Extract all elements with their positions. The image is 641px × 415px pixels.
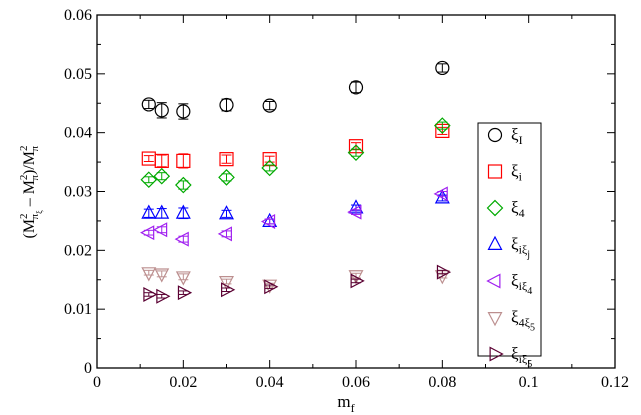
y-tick-label: 0.01 <box>64 301 92 318</box>
series-6 <box>141 267 450 294</box>
data-point <box>218 169 235 186</box>
data-point <box>152 222 168 238</box>
data-point <box>177 285 193 301</box>
data-point <box>347 204 362 220</box>
data-point <box>350 273 365 289</box>
legend-label: ξ4ξ5 <box>511 308 535 334</box>
data-point <box>156 288 171 304</box>
series-1 <box>141 60 450 120</box>
data-point <box>143 286 158 302</box>
y-tick-label: 0.04 <box>64 125 92 142</box>
series-5 <box>140 186 448 247</box>
data-point <box>264 279 279 295</box>
data-point <box>141 267 157 282</box>
legend-label: ξi <box>511 162 523 184</box>
legend-marker <box>487 127 503 143</box>
legend-marker <box>487 312 503 327</box>
data-point <box>219 276 234 291</box>
data-point <box>262 279 278 294</box>
data-point <box>261 159 278 177</box>
data-point <box>140 225 155 241</box>
data-point <box>154 103 169 118</box>
legend-label: ξ4 <box>511 198 525 220</box>
data-point <box>176 104 191 119</box>
data-point <box>347 144 365 161</box>
data-point <box>217 226 232 242</box>
series-4 <box>141 189 450 227</box>
y-tick-label: 0 <box>84 360 92 377</box>
y-tick-label: 0.02 <box>64 242 92 259</box>
data-point <box>153 167 171 185</box>
data-point <box>140 171 158 189</box>
data-point <box>262 98 277 113</box>
y-axis-label: (M2πξ – M2π)/M2π <box>18 146 44 239</box>
y-axis: 0 0.01 0.02 0.03 0.04 0.05 0.06 <box>64 7 615 377</box>
legend-marker <box>486 199 504 217</box>
legend-label: ξiξj <box>511 235 530 261</box>
y-tick-label: 0.05 <box>64 66 92 83</box>
data-point <box>219 205 234 220</box>
series-layer <box>140 60 452 304</box>
data-point <box>141 204 157 219</box>
x-axis-label: mf <box>337 392 354 415</box>
legend-marker <box>487 164 503 179</box>
legend-marker <box>486 273 501 289</box>
data-point <box>141 97 156 112</box>
data-point <box>221 282 236 298</box>
legend-marker <box>487 235 503 250</box>
legend-marker <box>489 346 504 362</box>
data-point <box>154 204 170 219</box>
data-point <box>154 268 170 283</box>
x-tick-label: 0.06 <box>342 374 370 391</box>
data-point <box>348 270 364 285</box>
x-axis: 0 0.02 0.04 0.06 0.08 0.1 0.12 <box>93 15 629 391</box>
data-point <box>434 117 451 134</box>
legend-label: ξiξ4 <box>511 271 532 297</box>
data-point <box>219 97 234 113</box>
y-tick-label: 0.03 <box>64 184 92 201</box>
series-3 <box>140 117 451 194</box>
legend-label: ξI <box>511 125 523 147</box>
x-tick-label: 0.1 <box>519 374 539 391</box>
x-tick-label: 0.08 <box>428 374 456 391</box>
legend-label: ξiξ5 <box>511 344 532 370</box>
x-tick-label: 0.12 <box>601 374 629 391</box>
data-point <box>436 264 452 280</box>
data-point <box>262 212 278 227</box>
data-point <box>435 60 450 76</box>
data-point <box>219 152 234 167</box>
series-7 <box>143 264 452 304</box>
x-tick-label: 0.04 <box>256 374 284 391</box>
data-point <box>174 231 189 247</box>
y-tick-label: 0.06 <box>64 7 92 24</box>
data-point <box>176 153 191 169</box>
data-point <box>175 271 191 286</box>
legend-box <box>477 122 542 357</box>
data-point <box>175 204 191 219</box>
x-tick-label: 0.02 <box>169 374 197 391</box>
data-point <box>433 186 448 202</box>
data-point <box>175 176 192 194</box>
data-point <box>348 80 364 95</box>
series-2 <box>141 123 450 169</box>
data-point <box>260 214 276 229</box>
x-tick-label: 0 <box>93 374 101 391</box>
data-point <box>154 153 169 169</box>
